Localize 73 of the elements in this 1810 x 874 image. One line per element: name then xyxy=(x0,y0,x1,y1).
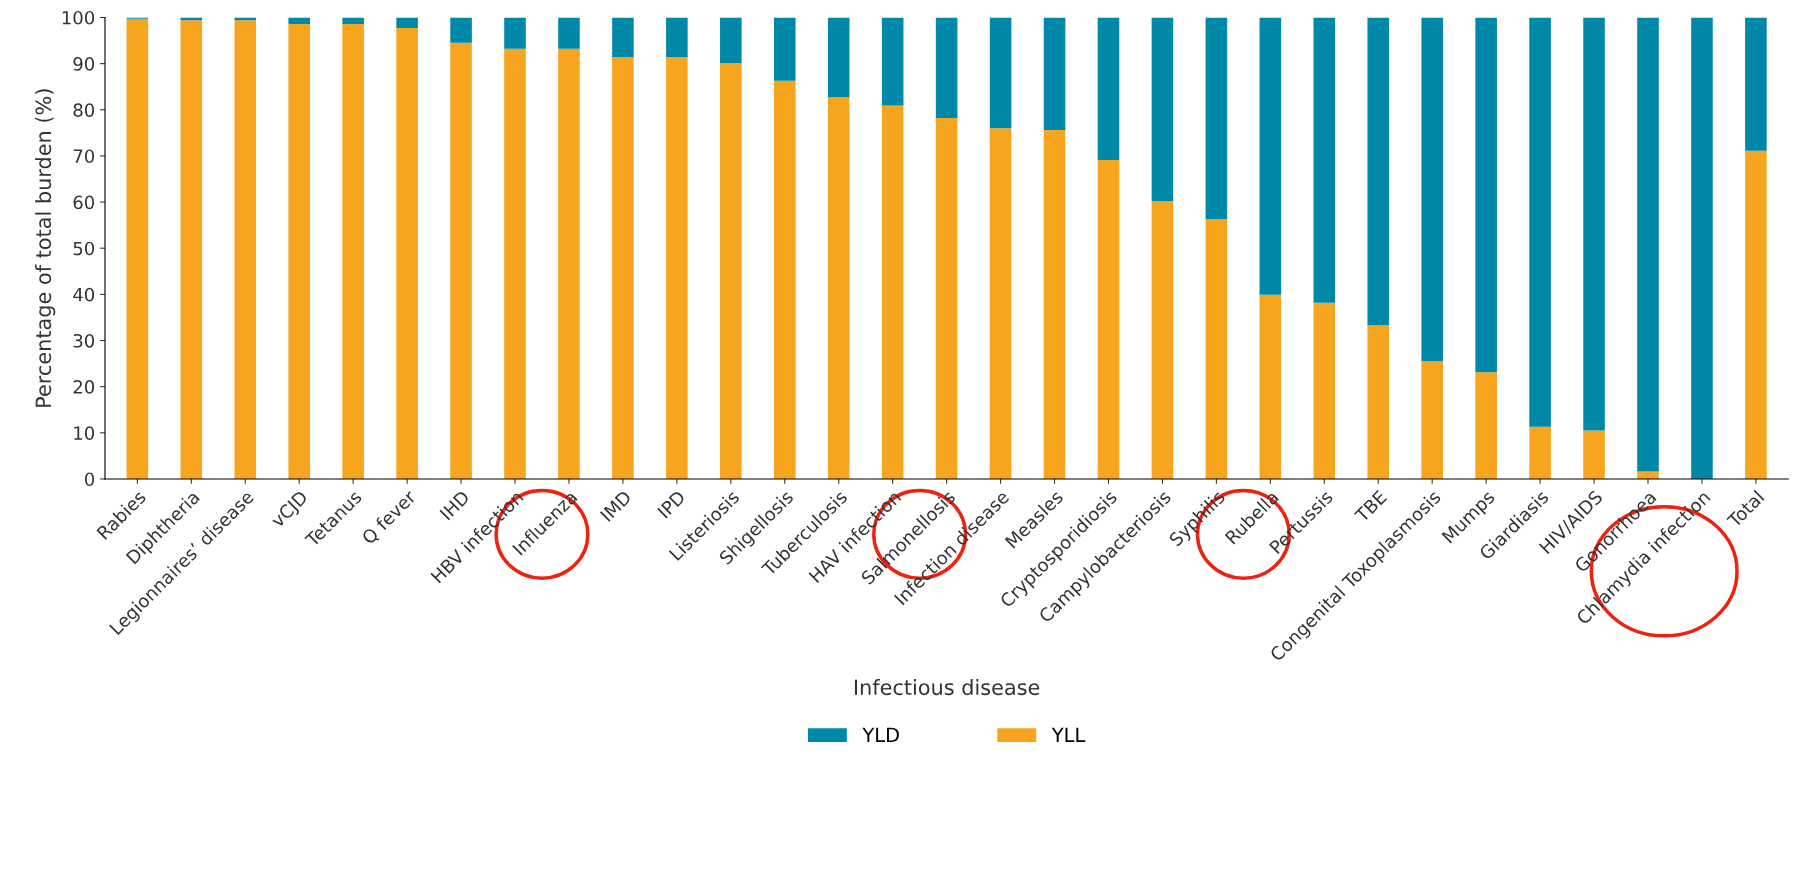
bar xyxy=(773,17,796,81)
bar xyxy=(1421,361,1443,479)
bar xyxy=(288,23,310,479)
bar xyxy=(1259,17,1282,295)
bar xyxy=(450,17,472,43)
bar xyxy=(612,57,634,479)
y-axis-title: Percentage of total burden (%) xyxy=(35,89,56,407)
y-tick-label: 100 xyxy=(62,10,95,25)
bar xyxy=(1367,325,1390,479)
bar xyxy=(1043,17,1066,131)
bar xyxy=(342,23,364,479)
bar xyxy=(881,17,904,106)
bar xyxy=(1151,201,1174,479)
bar xyxy=(1097,17,1120,161)
bar xyxy=(342,17,364,24)
bar xyxy=(1475,372,1497,479)
bar xyxy=(1205,17,1228,220)
bar xyxy=(1313,302,1336,479)
y-tick-label: 20 xyxy=(73,380,95,394)
bar xyxy=(612,17,634,58)
bar xyxy=(1691,17,1713,479)
bar xyxy=(1529,17,1551,427)
y-tick-label: 10 xyxy=(74,426,95,440)
x-tick-label: IMD xyxy=(599,489,632,522)
bar xyxy=(1043,130,1066,479)
bar xyxy=(935,118,958,479)
bar xyxy=(881,105,904,479)
bar xyxy=(396,28,418,479)
bar xyxy=(1529,426,1551,479)
bar xyxy=(1745,150,1767,479)
y-tick-label: 70 xyxy=(73,149,95,164)
bar xyxy=(1205,219,1228,479)
bar xyxy=(989,17,1012,129)
legend-label: YLL xyxy=(1051,727,1086,742)
bar xyxy=(666,57,688,479)
bar xyxy=(935,17,958,119)
y-tick-label: 90 xyxy=(73,57,95,71)
bar xyxy=(1367,17,1390,326)
bar xyxy=(1313,17,1336,303)
y-tick-label: 50 xyxy=(73,241,95,256)
bar xyxy=(1637,17,1659,472)
bar xyxy=(827,17,850,98)
y-tick-label: 60 xyxy=(73,195,95,210)
bar xyxy=(720,63,742,479)
bar xyxy=(1583,17,1605,431)
bar xyxy=(180,20,203,479)
y-tick-label: 0 xyxy=(84,472,95,487)
bar xyxy=(396,17,418,29)
bar xyxy=(827,97,850,479)
y-tick-label: 30 xyxy=(73,333,95,348)
y-tick-label: 80 xyxy=(73,103,95,117)
bar xyxy=(1475,17,1497,373)
bar xyxy=(666,17,688,58)
bar xyxy=(1151,17,1174,202)
x-axis-title: Infectious disease xyxy=(854,679,1040,696)
y-tick-label: 40 xyxy=(73,287,95,302)
bar xyxy=(504,17,526,49)
bar xyxy=(773,80,796,479)
bar xyxy=(1421,17,1443,362)
bar xyxy=(450,42,472,479)
bar xyxy=(989,128,1012,479)
bar xyxy=(558,48,580,479)
legend-label: YLD xyxy=(862,727,899,742)
bar xyxy=(1097,160,1120,479)
bar xyxy=(504,48,526,479)
bar xyxy=(720,17,742,64)
bar xyxy=(558,17,580,49)
bar xyxy=(288,17,310,24)
bar xyxy=(1745,17,1767,151)
bar xyxy=(234,20,257,479)
bar xyxy=(126,18,149,479)
bar xyxy=(1583,430,1605,479)
bar xyxy=(1259,294,1282,479)
